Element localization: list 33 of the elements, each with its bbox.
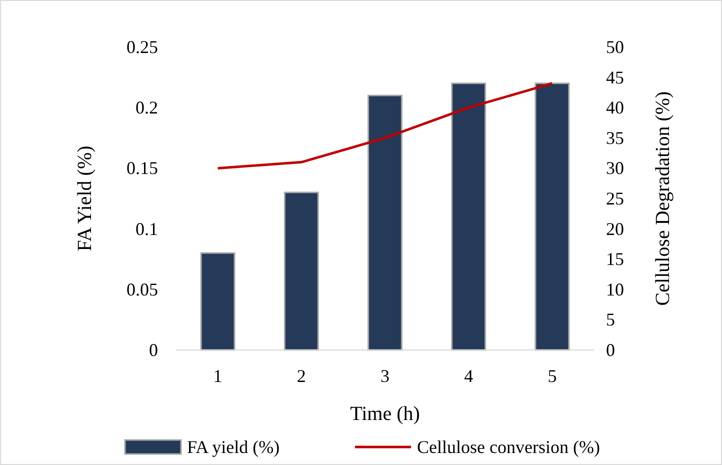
y2-tick-label: 5 xyxy=(606,310,615,330)
x-tick-label: 3 xyxy=(380,366,390,386)
bar xyxy=(200,252,236,351)
x-tick-label: 2 xyxy=(296,366,306,386)
y-tick-label: 0.15 xyxy=(126,158,158,178)
bar xyxy=(451,82,486,351)
y2-tick-label: 20 xyxy=(606,218,624,239)
y2-tick-label: 10 xyxy=(606,279,624,300)
y2-tick-label: 30 xyxy=(606,158,624,178)
bar xyxy=(284,192,319,351)
y-tick-label: 0.25 xyxy=(126,37,158,57)
y2-tick-label: 25 xyxy=(606,188,624,208)
y2-tick-label: 35 xyxy=(606,128,624,148)
bar xyxy=(368,94,402,351)
y2-tick-label: 0 xyxy=(606,340,615,360)
line-series xyxy=(216,82,554,170)
y2-tick-label: 40 xyxy=(606,98,624,118)
y2-axis-title: Cellulose Degradation (%) xyxy=(652,91,674,306)
x-tick-label: 1 xyxy=(213,366,222,386)
legend-label: FA yield (%) xyxy=(187,437,280,457)
y-tick-label: 0.05 xyxy=(126,279,158,300)
x-tick-label: 5 xyxy=(548,366,557,386)
y-tick-label: 0 xyxy=(149,340,158,360)
y-tick-label: 0.2 xyxy=(136,98,158,118)
x-tick-label: 4 xyxy=(464,366,474,386)
y2-tick-label: 50 xyxy=(606,37,624,57)
legend-label: Cellulose conversion (%) xyxy=(417,437,600,457)
y-axis-title: FA Yield (%) xyxy=(74,146,96,252)
y2-tick-label: 15 xyxy=(606,249,624,270)
bar xyxy=(534,82,570,351)
x-axis-title: Time (h) xyxy=(350,403,420,425)
y-tick-label: 0.1 xyxy=(136,218,158,239)
y2-tick-label: 45 xyxy=(606,67,624,88)
